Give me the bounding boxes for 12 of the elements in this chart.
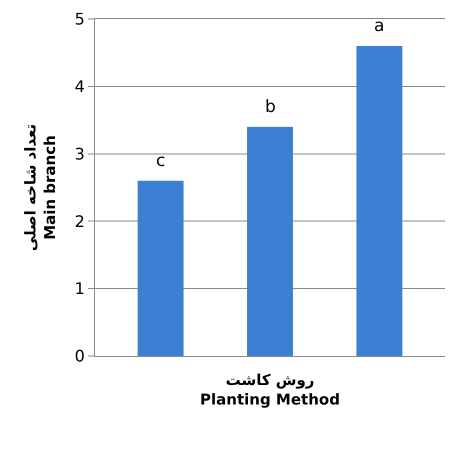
bar xyxy=(247,126,293,356)
annotation: b xyxy=(265,97,276,117)
y-tick-label: 2 xyxy=(74,212,85,231)
bar xyxy=(356,46,402,356)
y-tick-label: 4 xyxy=(74,77,85,96)
y-tick-label: 0 xyxy=(74,346,85,366)
annotation: c xyxy=(156,151,166,171)
y-tick-label: 1 xyxy=(74,279,85,298)
annotation: a xyxy=(374,16,384,36)
y-tick-label: 5 xyxy=(74,10,85,29)
bar xyxy=(138,180,184,356)
y-tick-label: 3 xyxy=(74,144,85,164)
